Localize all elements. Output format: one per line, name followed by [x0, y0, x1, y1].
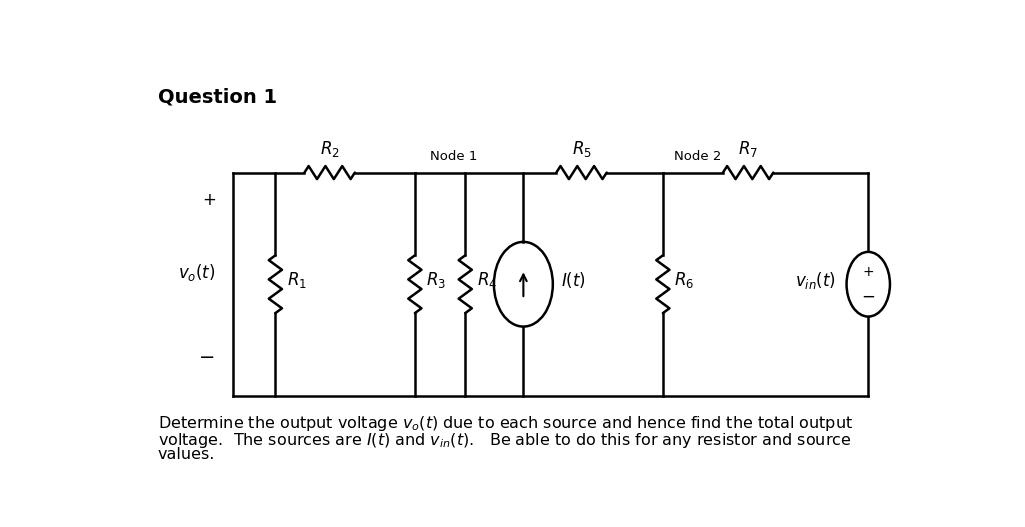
Text: $v_o(t)$: $v_o(t)$ [178, 262, 215, 283]
Text: $R_7$: $R_7$ [738, 139, 758, 159]
Text: −: − [199, 348, 215, 367]
Text: +: + [202, 191, 215, 209]
Text: Determine the output voltage $v_o(t)$ due to each source and hence find the tota: Determine the output voltage $v_o(t)$ du… [158, 414, 853, 433]
Text: $R_6$: $R_6$ [674, 270, 695, 290]
Text: voltage.  The sources are $I(t)$ and $v_{in}(t)$.   Be able to do this for any r: voltage. The sources are $I(t)$ and $v_{… [158, 431, 851, 450]
Text: values.: values. [158, 447, 215, 463]
Text: $R_1$: $R_1$ [287, 270, 306, 290]
Text: Node 1: Node 1 [429, 150, 478, 163]
Text: $v_{in}(t)$: $v_{in}(t)$ [794, 270, 835, 291]
Text: −: − [861, 288, 875, 306]
Text: +: + [862, 265, 874, 279]
Text: Question 1: Question 1 [158, 88, 277, 107]
Text: Node 2: Node 2 [674, 150, 722, 163]
Text: $R_3$: $R_3$ [426, 270, 447, 290]
Text: $R_5$: $R_5$ [572, 139, 591, 159]
Text: $R_2$: $R_2$ [320, 139, 339, 159]
Text: $I(t)$: $I(t)$ [561, 270, 585, 290]
Text: $R_4$: $R_4$ [477, 270, 497, 290]
Ellipse shape [847, 252, 890, 317]
